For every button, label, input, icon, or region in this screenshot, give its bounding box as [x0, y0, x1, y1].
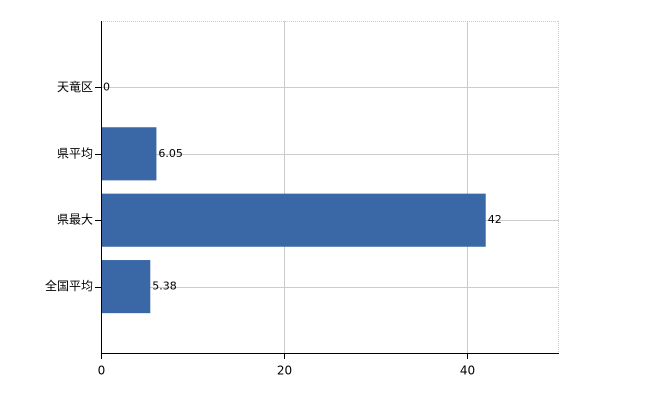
y-tick-label: 全国平均 [45, 278, 93, 293]
bar [101, 260, 151, 314]
x-tick-label: 20 [277, 364, 292, 378]
bar [101, 127, 157, 181]
bar [101, 193, 486, 247]
y-tick-label: 天竜区 [57, 80, 93, 94]
value-label: 42 [488, 213, 502, 226]
y-tick-label: 県平均 [57, 146, 93, 160]
x-tick-label: 0 [98, 364, 106, 378]
value-label: 5.38 [152, 280, 177, 293]
value-label: 0 [103, 80, 110, 93]
x-tick-label: 40 [460, 364, 475, 378]
y-tick-label: 県最大 [57, 213, 93, 227]
value-label: 6.05 [158, 147, 183, 160]
